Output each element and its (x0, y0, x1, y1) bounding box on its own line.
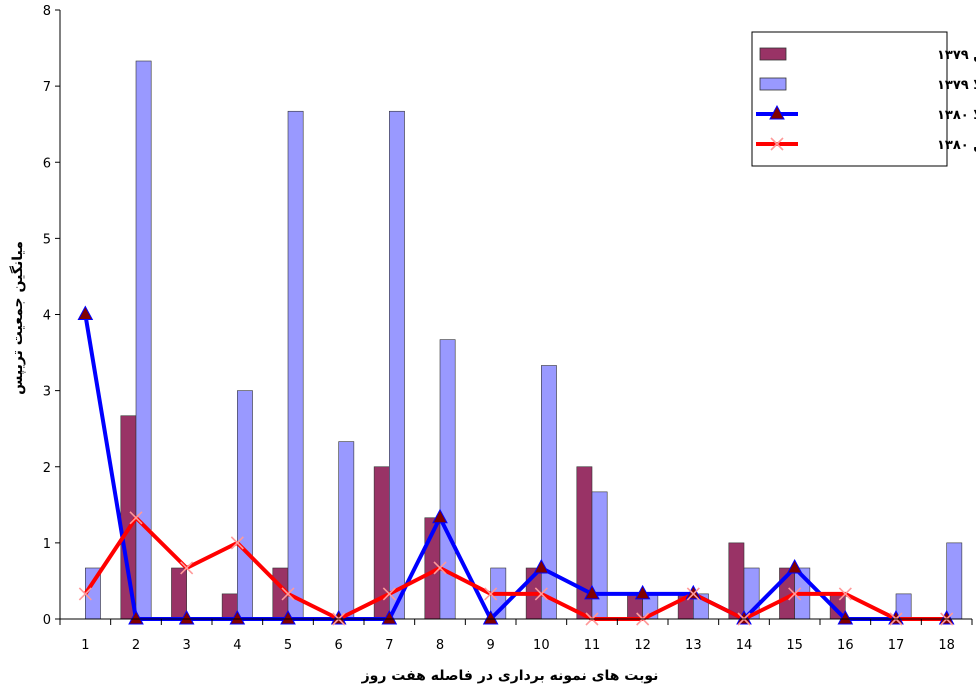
bar-lower-1379 (171, 567, 187, 620)
x-marker (180, 561, 194, 575)
legend-swatch (759, 77, 787, 91)
legend-label: برگ بالا ۱۳۸۰ (937, 106, 976, 123)
x-tick-label: 16 (837, 638, 854, 653)
x-tick-label: 3 (183, 638, 191, 653)
bar-upper-1379 (338, 441, 355, 620)
x-tick-label: 7 (385, 638, 393, 653)
triangle-marker (685, 584, 702, 600)
x-marker (281, 587, 295, 601)
triangle-marker (533, 558, 550, 574)
x-tick-label: 2 (132, 638, 140, 653)
x-tick-label: 17 (888, 638, 905, 653)
x-marker (129, 511, 143, 525)
x-tick-label: 6 (335, 638, 343, 653)
bar-upper-1379 (591, 491, 608, 620)
y-tick-label: 8 (43, 4, 51, 19)
triangle-marker (432, 508, 448, 524)
x-tick-label: 8 (436, 638, 444, 653)
y-axis-title: میانگین جمعیت تریپس (9, 241, 26, 395)
triangle-marker (482, 609, 499, 625)
legend-label: برگ پائین ۱۳۸۰ (937, 136, 976, 153)
y-tick-label: 4 (43, 309, 51, 324)
triangle-marker (381, 609, 398, 625)
x-marker (788, 587, 802, 601)
bar-upper-1379 (439, 339, 456, 620)
bar-upper-1379 (946, 542, 963, 620)
y-tick-label: 2 (43, 461, 51, 476)
legend-entry: برگ پائین ۱۳۸۰ (756, 136, 976, 153)
legend: برگ پائین ۱۳۷۹ برگ بالا ۱۳۷۹ برگ بالا ۱۳۸۰… (751, 31, 976, 167)
bar-upper-1379 (541, 365, 557, 620)
triangle-marker (938, 609, 955, 625)
x-tick-label: 4 (233, 638, 241, 653)
y-tick-label: 7 (43, 80, 51, 95)
triangle-marker (736, 609, 752, 625)
x-tick-label: 9 (487, 638, 495, 653)
triangle-marker (77, 305, 94, 320)
x-tick-label: 12 (634, 638, 651, 653)
x-marker (484, 587, 498, 601)
legend-label: برگ پائین ۱۳۷۹ (937, 46, 976, 63)
x-tick-label: 13 (685, 638, 702, 653)
triangle-marker (128, 609, 144, 625)
triangle-marker (837, 609, 854, 625)
y-tick-label: 0 (43, 613, 51, 628)
bar-upper-1379 (389, 110, 405, 620)
x-axis-title: نوبت های نمونه برداری در فاصله هفت روز (361, 668, 659, 684)
legend-x-marker (770, 137, 784, 151)
legend-label: برگ بالا ۱۳۷۹ (937, 76, 976, 93)
triangle-marker (786, 558, 803, 574)
triangle-marker (584, 584, 600, 600)
x-marker (534, 587, 548, 601)
triangle-marker (280, 609, 296, 625)
x-tick-label: 11 (584, 638, 601, 653)
x-tick-label: 15 (786, 638, 803, 653)
bar-upper-1379 (287, 110, 304, 620)
legend-entry: برگ بالا ۱۳۸۰ (756, 104, 976, 123)
x-marker (230, 536, 244, 550)
bar-upper-1379 (237, 390, 253, 620)
triangle-marker (229, 609, 246, 625)
legend-triangle-marker (769, 104, 785, 120)
line-lower-1380 (83, 515, 947, 621)
x-marker (382, 587, 396, 601)
legend-entry: برگ پائین ۱۳۷۹ (759, 46, 976, 63)
legend-swatch (759, 47, 787, 61)
bar-lower-1379 (120, 415, 137, 620)
y-tick-label: 1 (43, 537, 51, 552)
x-marker (838, 587, 852, 601)
triangle-marker (330, 609, 347, 625)
y-tick-label: 3 (43, 385, 51, 400)
x-marker (78, 587, 92, 601)
x-marker (686, 587, 700, 601)
bar-lower-1379 (728, 542, 745, 620)
y-tick-label: 5 (43, 232, 51, 247)
x-tick-label: 14 (736, 638, 753, 653)
x-marker (433, 561, 447, 575)
bar-upper-1379 (135, 60, 152, 620)
triangle-marker (634, 584, 651, 600)
triangle-marker (888, 609, 904, 625)
legend-entry: برگ بالا ۱۳۷۹ (759, 76, 976, 93)
x-tick-label: 1 (81, 638, 89, 653)
x-tick-label: 18 (938, 638, 955, 653)
triangle-marker (178, 609, 195, 625)
x-tick-label: 10 (533, 638, 550, 653)
x-tick-label: 5 (284, 638, 292, 653)
y-tick-label: 6 (43, 156, 51, 171)
